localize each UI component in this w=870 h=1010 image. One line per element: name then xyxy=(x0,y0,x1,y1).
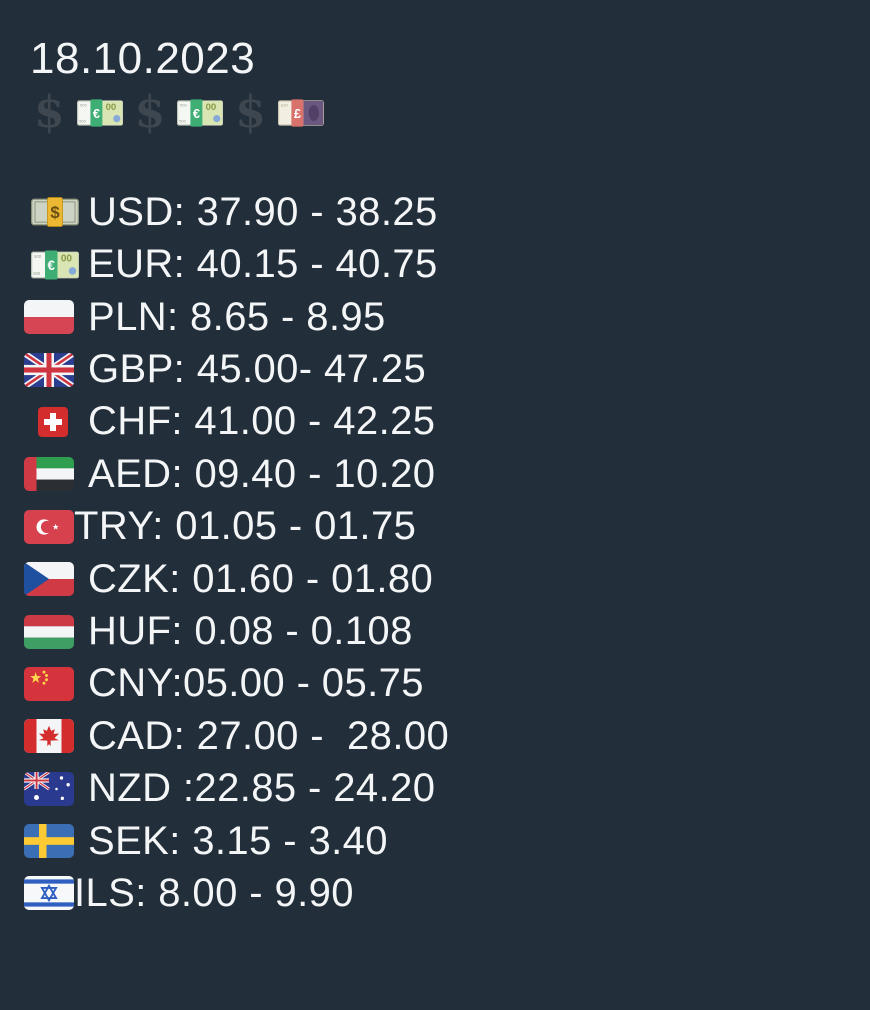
heavy-dollar-sign-icon: $ xyxy=(134,87,166,139)
flag-poland-icon xyxy=(24,300,74,335)
svg-text:00: 00 xyxy=(206,102,217,113)
rate-text: CZK: 01.60 - 01.80 xyxy=(88,556,434,601)
euro-banknote-icon: 500 500 00 € xyxy=(30,248,80,282)
euro-banknote-icon: 500 500 00 € xyxy=(76,97,124,129)
flag-canada-icon xyxy=(24,719,74,754)
rate-text: CHF: 41.00 - 42.25 xyxy=(88,399,436,444)
svg-text:$: $ xyxy=(50,203,60,222)
svg-text:€: € xyxy=(193,106,200,121)
rate-text: CAD: 27.00 - 28.00 xyxy=(88,713,450,758)
svg-text:00: 00 xyxy=(61,253,72,264)
svg-text:500: 500 xyxy=(33,271,41,276)
rate-row-nzd: NZD :22.85 - 24.20 xyxy=(24,762,870,814)
rate-text: USD: 37.90 - 38.25 xyxy=(88,189,438,234)
rate-text: EUR: 40.15 - 40.75 xyxy=(88,242,438,287)
rate-text: NZD :22.85 - 24.20 xyxy=(88,766,436,811)
svg-text:500: 500 xyxy=(79,119,86,124)
rate-text: SEK: 3.15 - 3.40 xyxy=(88,818,388,863)
rate-row-cny: CNY:05.00 - 05.75 xyxy=(24,658,870,710)
rate-text: PLN: 8.65 - 8.95 xyxy=(88,294,386,339)
svg-text:500: 500 xyxy=(80,103,87,108)
rate-text: CNY:05.00 - 05.75 xyxy=(88,661,424,706)
svg-text:500: 500 xyxy=(34,254,42,259)
flag-china-icon xyxy=(24,666,74,701)
flag-switzerland-icon xyxy=(38,406,68,437)
flag-czechia-icon xyxy=(24,562,74,597)
flag-australia-icon xyxy=(24,771,74,806)
date-text: 18.10.2023 xyxy=(30,34,256,83)
svg-text:500: 500 xyxy=(180,103,187,108)
svg-text:00: 00 xyxy=(105,102,116,113)
rates-list: $ USD: 37.90 - 38.25 500 500 00 € EUR: 4… xyxy=(24,186,870,919)
flag-united-kingdom-icon xyxy=(24,352,74,387)
rate-row-cad: CAD: 27.00 - 28.00 xyxy=(24,710,870,762)
heavy-dollar-sign-icon: $ xyxy=(235,87,266,139)
rate-row-huf: HUF: 0.08 - 0.108 xyxy=(24,605,870,657)
rate-row-aed: AED: 09.40 - 10.20 xyxy=(24,448,870,500)
rate-row-chf: CHF: 41.00 - 42.25 xyxy=(24,396,870,448)
svg-text:£20: £20 xyxy=(281,103,288,108)
rate-row-pln: PLN: 8.65 - 8.95 xyxy=(24,291,870,343)
rate-row-eur: 500 500 00 € EUR: 40.15 - 40.75 xyxy=(24,239,870,291)
rate-row-try: TRY: 01.05 - 01.75 xyxy=(24,501,870,553)
flag-hungary-icon xyxy=(24,614,74,649)
rate-text: GBP: 45.00- 47.25 xyxy=(88,347,427,392)
svg-text:€: € xyxy=(48,258,56,273)
rate-text: HUF: 0.08 - 0.108 xyxy=(88,609,413,653)
flag-turkey-icon xyxy=(24,509,74,544)
flag-israel-icon xyxy=(24,876,74,911)
rate-row-usd: $ USD: 37.90 - 38.25 xyxy=(24,186,870,238)
rate-row-ils: ILS: 8.00 - 9.90 xyxy=(24,867,870,919)
rate-row-czk: CZK: 01.60 - 01.80 xyxy=(24,553,870,605)
euro-banknote-icon: 500 500 00 € xyxy=(176,97,224,129)
rate-row-gbp: GBP: 45.00- 47.25 xyxy=(24,343,870,395)
svg-text:€: € xyxy=(92,106,99,121)
flag-sweden-icon xyxy=(24,824,74,859)
money-emoji-row: $ 500 500 00 € $ 500 500 00 xyxy=(32,90,870,136)
heavy-dollar-sign-icon: $ xyxy=(34,87,65,139)
rate-text: AED: 09.40 - 10.20 xyxy=(88,451,436,496)
dollar-banknote-icon: $ xyxy=(30,195,80,229)
rate-row-sek: SEK: 3.15 - 3.40 xyxy=(24,815,870,867)
svg-text:£: £ xyxy=(294,106,301,121)
svg-text:500: 500 xyxy=(179,119,186,124)
flag-united-arab-emirates-icon xyxy=(24,457,74,492)
rate-text: ILS: 8.00 - 9.90 xyxy=(74,870,354,915)
pound-banknote-icon: £20 £ xyxy=(277,97,325,129)
rate-text: TRY: 01.05 - 01.75 xyxy=(74,504,417,549)
